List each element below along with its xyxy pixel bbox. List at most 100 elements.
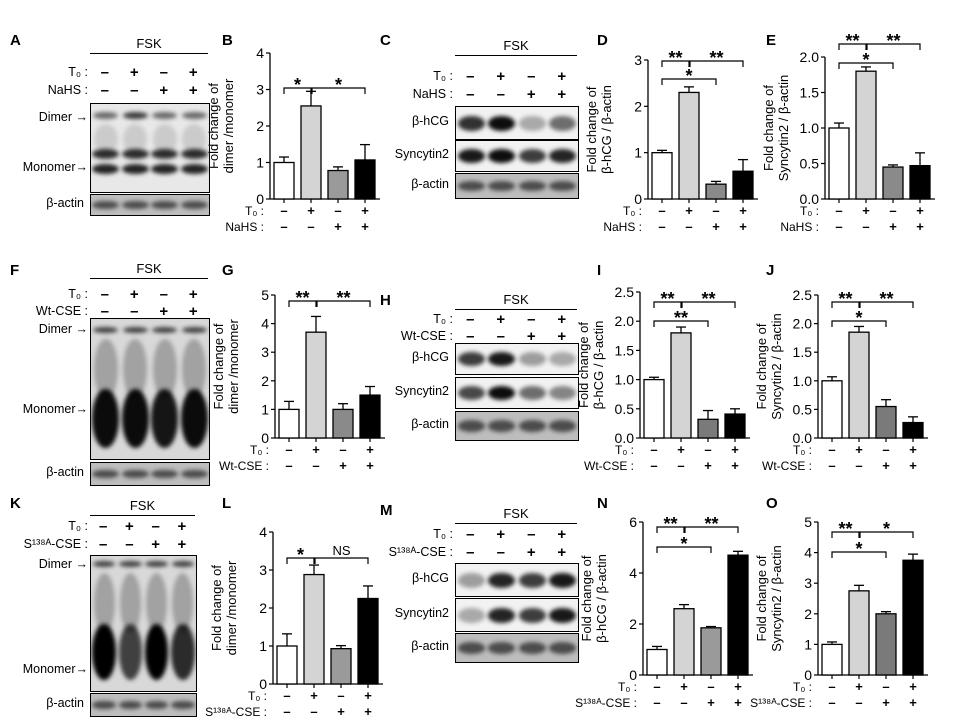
significance-label: **: [879, 289, 893, 309]
bar: [643, 378, 665, 439]
treatment-label: T₀ :: [623, 204, 642, 218]
bar: [848, 590, 870, 676]
bar-chart-E: Fold change of Syncytin2 / β-actin 0.0 0.5 1…: [761, 31, 935, 234]
blot-band: [93, 112, 119, 119]
treatment-sign: +: [364, 688, 372, 703]
significance-label: **: [668, 48, 682, 68]
treatment-sign: +: [188, 82, 198, 99]
treatment-sign: –: [882, 679, 889, 694]
y-tick-label: 2: [259, 600, 267, 616]
treatment-sign: +: [159, 82, 169, 99]
y-tick-label: 2: [629, 616, 637, 632]
treatment-sign: +: [526, 544, 536, 561]
y-tick-label: 0: [629, 667, 637, 683]
blot-band: [180, 164, 208, 174]
y-tick-label: 2.0: [793, 316, 813, 332]
y-tick-label: 2.0: [615, 313, 635, 329]
y-tick-label: 3: [259, 562, 267, 578]
blot-band: [488, 572, 516, 588]
treatment-sign: –: [466, 311, 475, 328]
bar: [305, 331, 327, 439]
blot-band: [549, 149, 577, 164]
treatment-sign: +: [909, 442, 917, 457]
blot-band: [93, 339, 118, 399]
significance-label: NS: [332, 543, 350, 558]
panel-letter: M: [380, 502, 393, 519]
treatment-sign: –: [151, 518, 160, 535]
treatment-sign: –: [855, 695, 862, 710]
y-tick-label: 0: [804, 667, 812, 683]
blot-image: [455, 411, 579, 441]
treatment-sign: +: [680, 679, 688, 694]
y-tick-label: 1.5: [800, 85, 820, 101]
treatment-sign: –: [285, 442, 292, 457]
blot-band: [152, 327, 178, 333]
panel-letter: H: [380, 292, 391, 309]
treatment-sign: –: [658, 203, 665, 218]
treatment-label: T₀ :: [800, 204, 819, 218]
blot-band: [92, 700, 116, 710]
bar-chart-J: Fold change of Syncytin2 / β-actin 0.0 0.5 1…: [754, 287, 928, 473]
panel-letter: B: [222, 32, 233, 49]
treatment-label: T₀ :: [433, 527, 453, 541]
y-axis-label: Fold change of: [761, 85, 776, 171]
blot-header: FSK: [90, 498, 195, 516]
blot-band: [488, 386, 516, 401]
blot-header: FSK: [455, 38, 577, 56]
blot-row-label: β-actin: [46, 465, 84, 479]
significance-bracket: [866, 43, 921, 50]
bar: [332, 408, 354, 439]
treatment-sign: +: [712, 219, 720, 234]
treatment-sign: –: [130, 82, 139, 99]
y-tick-label: 4: [261, 316, 269, 332]
significance-label: **: [701, 289, 715, 309]
blot-band: [123, 124, 148, 154]
blot-band: [122, 327, 148, 333]
bar: [705, 183, 727, 200]
treatment-label: Wt-CSE :: [584, 459, 634, 473]
blot-band: [518, 420, 546, 432]
treatment-label: S¹³⁸ᴬ-CSE :: [205, 705, 267, 719]
blot-image: [90, 555, 197, 692]
treatment-sign: +: [307, 203, 315, 218]
treatment-sign: –: [835, 203, 842, 218]
significance-label: *: [855, 539, 862, 559]
treatment-sign: –: [337, 688, 344, 703]
y-axis-label: Fold change of: [754, 323, 769, 409]
blot-band: [182, 339, 207, 399]
significance-bracket: [831, 531, 860, 538]
y-axis-label: Fold change of: [754, 555, 769, 641]
treatment-sign: +: [129, 286, 139, 303]
blot-row-label: β-actin: [411, 639, 449, 653]
treatment-sign: +: [177, 536, 187, 553]
blot-band: [144, 623, 169, 681]
treatment-sign: –: [685, 219, 692, 234]
blot-band: [92, 149, 120, 159]
panel-letter: N: [597, 495, 608, 512]
significance-bracket: [316, 300, 371, 307]
y-tick-label: 1.0: [615, 372, 635, 388]
significance-label: *: [685, 66, 692, 86]
y-tick-label: 5: [804, 514, 812, 530]
treatment-sign: +: [685, 203, 693, 218]
blot-band: [488, 607, 516, 623]
treatment-sign: –: [466, 68, 475, 85]
treatment-sign: +: [882, 695, 890, 710]
bar: [273, 161, 295, 200]
blot-band: [549, 352, 577, 367]
blot-image: [455, 140, 579, 172]
blot-band: [152, 339, 177, 399]
treatment-sign: –: [496, 328, 505, 345]
blot-band: [118, 700, 143, 710]
blot-band: [518, 352, 546, 367]
blot-band: [518, 386, 546, 401]
blot-band: [518, 572, 546, 588]
bar: [300, 105, 322, 200]
panel-letter: L: [222, 495, 232, 512]
y-tick-label: 0: [256, 191, 264, 207]
significance-label: *: [294, 75, 301, 95]
treatment-sign: +: [909, 458, 917, 473]
y-tick-label: 3: [634, 52, 642, 68]
significance-bracket: [689, 60, 744, 67]
